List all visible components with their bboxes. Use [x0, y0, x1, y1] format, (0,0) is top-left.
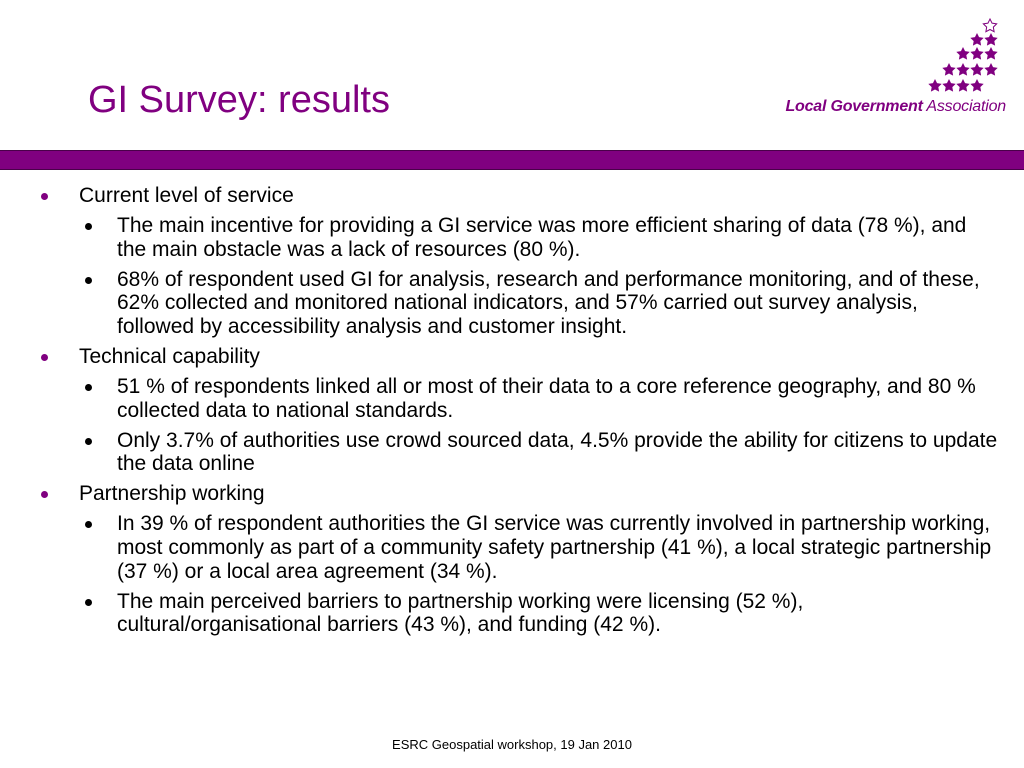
bullet-item: The main perceived barriers to partnersh…: [38, 590, 998, 638]
bullet-dot-icon: [85, 437, 92, 445]
bullet-item: Only 3.7% of authorities use crowd sourc…: [38, 429, 998, 477]
title-divider-bar: [0, 150, 1024, 170]
bullet-text: The main perceived barriers to partnersh…: [117, 589, 804, 637]
lga-logo: Local Government Association: [740, 14, 1020, 124]
bullet-text: The main incentive for providing a GI se…: [117, 214, 967, 261]
slide-footer: ESRC Geospatial workshop, 19 Jan 2010: [392, 737, 632, 752]
bullet-item: In 39 % of respondent authorities the GI…: [38, 512, 998, 583]
bullet-list: Current level of service The main incent…: [38, 184, 998, 643]
section-heading-text: Current level of service: [79, 184, 294, 207]
bullet-dot-icon: [41, 353, 48, 361]
bullet-text: Only 3.7% of authorities use crowd sourc…: [117, 428, 998, 476]
logo-wordmark: Local Government Association: [785, 98, 1006, 116]
section-heading: Partnership working: [38, 482, 998, 506]
bullet-text: 68% of respondent used GI for analysis, …: [117, 267, 980, 339]
section-heading-text: Technical capability: [79, 344, 260, 368]
logo-name-bold: Local Government: [785, 98, 923, 115]
bullet-dot-icon: [85, 521, 92, 529]
section-heading: Technical capability: [38, 345, 998, 369]
logo-name-rest: Association: [922, 98, 1006, 115]
bullet-dot-icon: [85, 276, 92, 284]
bullet-dot-icon: [41, 491, 48, 499]
section-heading-text: Partnership working: [79, 482, 265, 506]
bullet-dot-icon: [85, 383, 92, 391]
bullet-text: 51 % of respondents linked all or most o…: [117, 374, 976, 422]
stars-icon: [928, 18, 998, 92]
slide-title: GI Survey: results: [88, 79, 390, 121]
bullet-text: In 39 % of respondent authorities the GI…: [117, 512, 992, 583]
bullet-dot-icon: [85, 223, 92, 230]
bullet-item: The main incentive for providing a GI se…: [38, 214, 998, 262]
bullet-dot-icon: [41, 193, 48, 200]
section-heading: Current level of service: [38, 184, 998, 208]
bullet-item: 68% of respondent used GI for analysis, …: [38, 268, 998, 339]
bullet-item: 51 % of respondents linked all or most o…: [38, 375, 998, 423]
bullet-dot-icon: [85, 598, 92, 606]
